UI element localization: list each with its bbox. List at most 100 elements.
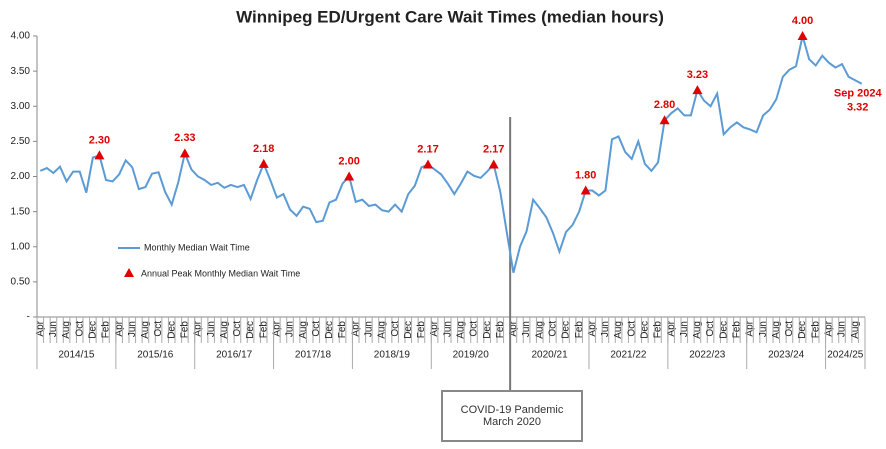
peak-marker [692,85,703,95]
x-tick-label: Apr [508,320,519,336]
x-tick-label: Oct [784,321,795,337]
x-tick-label: Oct [547,321,558,337]
group-label: 2017/18 [295,350,332,361]
x-tick-label: Apr [587,320,598,336]
peak-marker [179,148,190,158]
covid-annotation: COVID-19 Pandemic March 2020 [441,390,583,442]
x-tick-label: Oct [153,321,164,337]
x-tick-label: Aug [850,321,861,339]
data-label: 4.00 [792,15,813,27]
x-tick-label: Oct [232,321,243,337]
x-tick-label: Dec [561,321,572,339]
x-tick-label: Apr [35,320,46,336]
x-tick-label: Jun [600,321,611,337]
data-label: 3.32 [847,102,868,114]
group-label: 2023/24 [768,350,805,361]
peak-marker [797,31,808,40]
x-tick-label: Apr [429,320,440,336]
peak-marker [659,115,670,125]
x-tick-label: Jun [206,321,217,337]
x-tick-label: Feb [337,321,348,339]
peak-marker [580,185,591,195]
legend-swatch [124,268,134,277]
x-tick-label: Aug [613,321,624,339]
peak-marker [344,171,355,181]
x-tick-label: Dec [324,321,335,339]
x-tick-label: Jun [48,321,59,337]
x-tick-label: Feb [810,321,821,339]
data-label: 2.17 [483,143,504,155]
y-tick-label: 3.00 [11,101,31,112]
x-tick-label: Feb [495,321,506,339]
x-tick-label: Apr [271,320,282,336]
y-tick-label: 2.50 [11,136,31,147]
x-tick-label: Apr [114,320,125,336]
x-tick-label: Jun [837,321,848,337]
group-label: 2019/20 [453,350,490,361]
group-label: 2024/25 [827,350,864,361]
x-tick-label: Jun [679,321,690,337]
group-label: 2018/19 [374,350,411,361]
x-tick-label: Jun [521,321,532,337]
x-tick-label: Jun [285,321,296,337]
x-tick-label: Oct [74,321,85,337]
x-tick-label: Aug [771,321,782,339]
series-line [39,35,863,273]
x-tick-label: Oct [390,321,401,337]
data-label: 2.17 [417,143,438,155]
x-tick-label: Feb [101,321,112,339]
x-tick-label: Feb [731,321,742,339]
x-tick-label: Apr [745,320,756,336]
group-label: 2021/22 [610,350,647,361]
group-label: 2022/23 [689,350,726,361]
y-tick-label: 3.50 [11,66,31,77]
x-tick-label: Apr [666,320,677,336]
x-tick-label: Apr [193,320,204,336]
legend-label: Annual Peak Monthly Median Wait Time [141,268,300,278]
data-label: 2.00 [338,155,359,167]
y-tick-label: 1.50 [11,206,31,217]
x-tick-label: Dec [718,321,729,339]
peak-marker [258,158,269,168]
x-tick-label: Aug [377,321,388,339]
annotation: Sep 2024 [834,88,883,100]
y-tick-label: 2.00 [11,171,31,182]
legend-label: Monthly Median Wait Time [144,242,250,252]
x-tick-label: Jun [127,321,138,337]
chart-title: Winnipeg ED/Urgent Care Wait Times (medi… [236,7,664,26]
y-tick-label: 0.50 [11,277,31,288]
group-label: 2020/21 [531,350,568,361]
x-tick-label: Jun [758,321,769,337]
x-tick-label: Oct [469,321,480,337]
x-tick-label: Oct [311,321,322,337]
y-tick-label: - [27,312,30,323]
x-tick-label: Aug [692,321,703,339]
x-tick-label: Apr [350,320,361,336]
x-tick-label: Dec [482,321,493,339]
x-tick-label: Dec [245,321,256,339]
x-tick-label: Oct [705,321,716,337]
x-tick-label: Dec [639,321,650,339]
peak-marker [488,159,499,169]
data-label: 3.23 [687,69,708,81]
x-tick-label: Dec [797,321,808,339]
x-tick-label: Jun [442,321,453,337]
x-tick-label: Jun [363,321,374,337]
x-tick-label: Aug [61,321,72,339]
x-tick-label: Aug [298,321,309,339]
data-label: 2.18 [253,143,274,155]
x-tick-label: Apr [823,320,834,336]
data-label: 2.33 [174,132,195,144]
x-tick-label: Oct [626,321,637,337]
group-label: 2014/15 [58,350,95,361]
y-tick-label: 1.00 [11,241,31,252]
x-tick-label: Dec [166,321,177,339]
data-label: 2.30 [89,134,110,146]
peak-marker [423,159,433,169]
y-tick-label: 4.00 [11,31,31,42]
group-label: 2015/16 [137,350,174,361]
x-tick-label: Feb [653,321,664,339]
data-label: 2.80 [654,99,675,111]
